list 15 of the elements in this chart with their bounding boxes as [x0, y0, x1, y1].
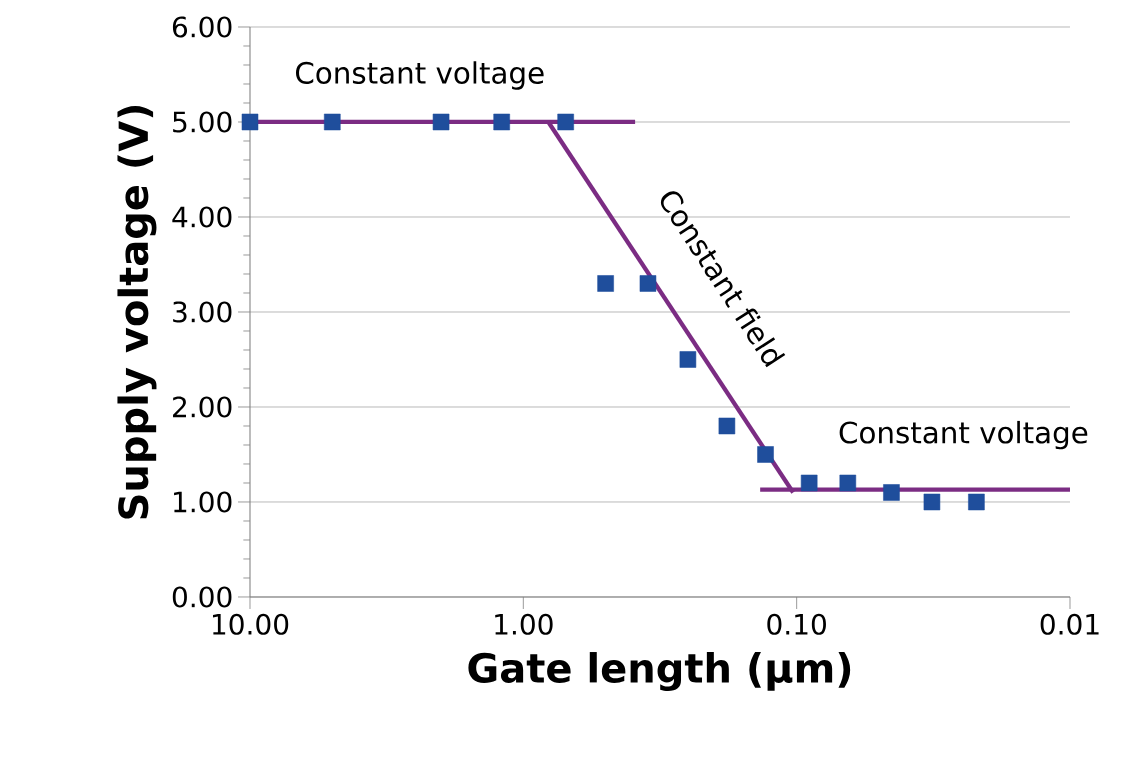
y-tick-label: 4.00: [172, 206, 232, 228]
annotation: Constant voltage: [295, 61, 544, 90]
y-axis-title: Supply voltage (V): [117, 105, 157, 519]
x-tick-label: 0.01: [1040, 613, 1099, 635]
x-tick-label: 0.10: [767, 613, 826, 635]
y-tick-label: 5.00: [173, 111, 232, 133]
y-tick-label: 0.00: [172, 586, 232, 608]
x-tick-label: 10.00: [212, 613, 289, 635]
annotation: Constant voltage: [839, 420, 1088, 450]
x-tick-label: 1.00: [495, 613, 553, 635]
y-tick-label: 3.00: [173, 301, 232, 323]
y-tick-label: 1.00: [174, 491, 232, 513]
y-tick-label: 2.00: [173, 396, 232, 418]
y-tick-label: 6.00: [172, 16, 232, 38]
x-axis-title: Gate length (μm): [468, 652, 851, 692]
